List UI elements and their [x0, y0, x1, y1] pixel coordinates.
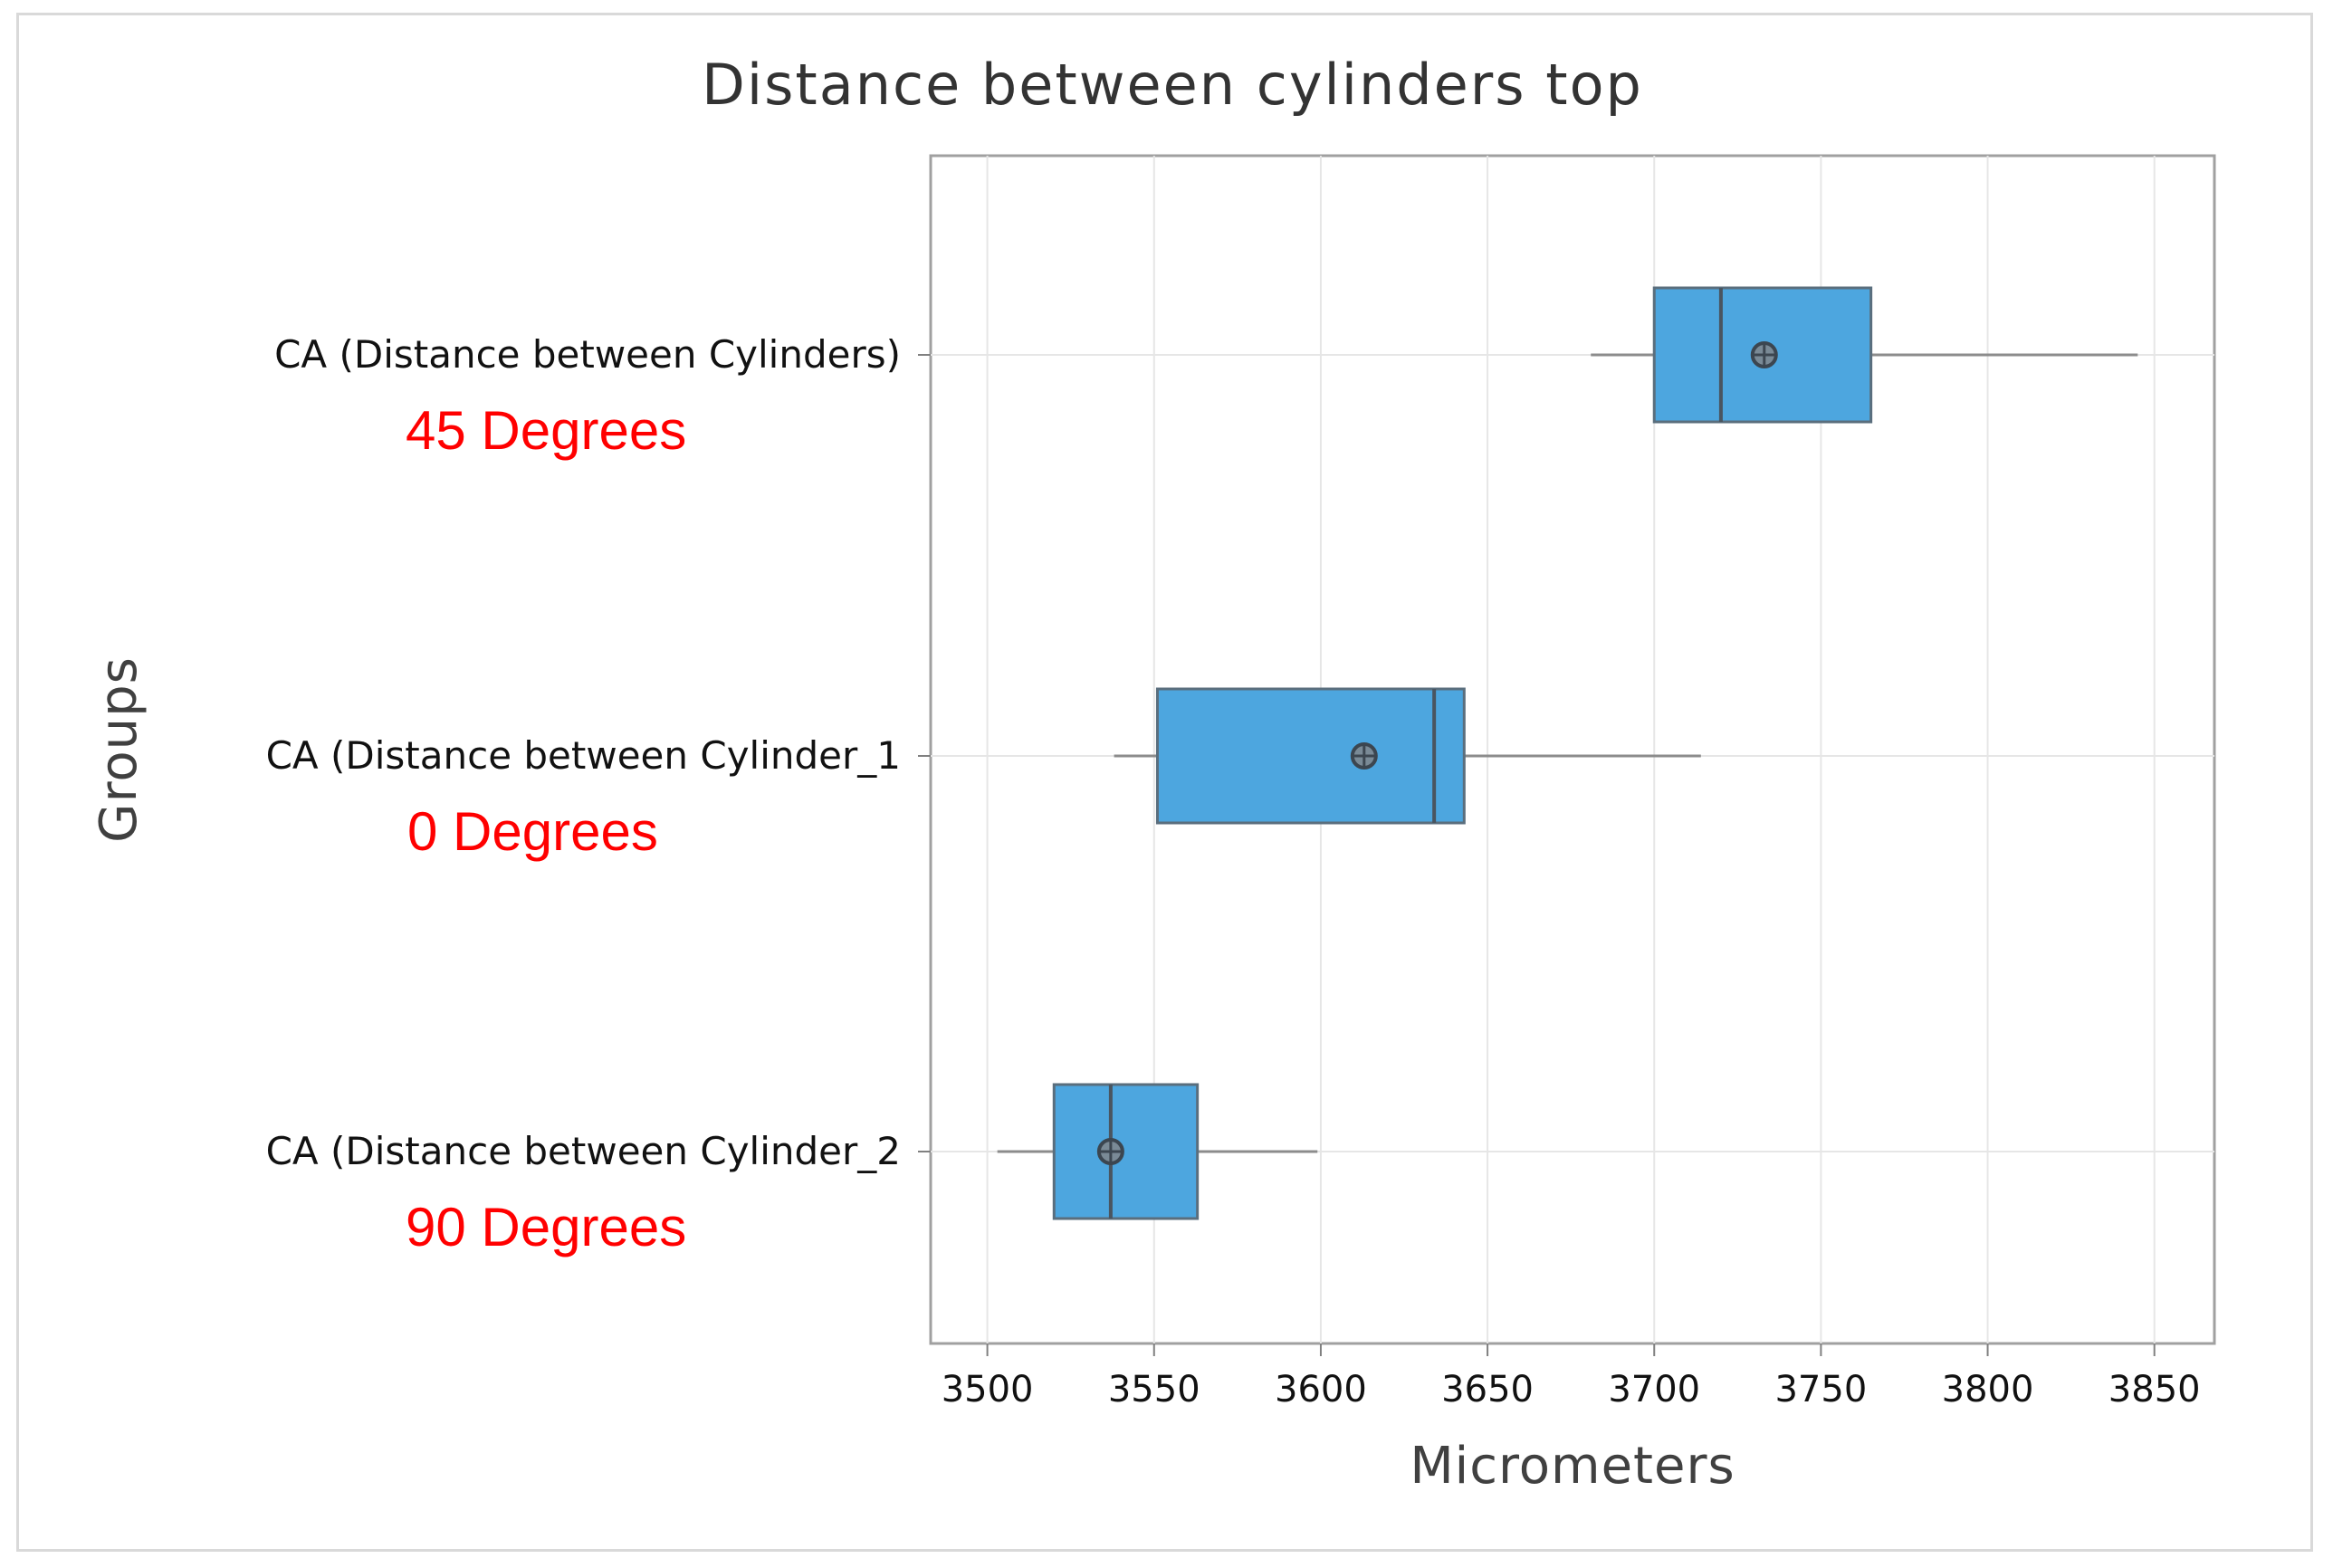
- x-tick-label: 3700: [1608, 1369, 1700, 1410]
- group-label: CA (Distance between Cylinder_1: [266, 733, 901, 778]
- boxes: [997, 286, 2138, 1220]
- group-label: CA (Distance between Cylinders): [274, 332, 901, 377]
- x-axis-title: Micrometers: [1410, 1437, 1735, 1496]
- chart-title: Distance between cylinders top: [702, 52, 1643, 118]
- box-iqr: [1155, 687, 1466, 825]
- x-tick-label: 3500: [942, 1369, 1034, 1410]
- y-axis-title: Groups: [90, 656, 148, 843]
- group-annotation: 0 Degrees: [407, 801, 658, 862]
- x-axis-ticks: 3500 3550 3600 3650 3700 3750 3800 3850: [918, 354, 2201, 1410]
- group-label: CA (Distance between Cylinder_2: [266, 1129, 901, 1173]
- group-annotation: 90 Degrees: [406, 1197, 686, 1257]
- x-tick-label: 3650: [1441, 1369, 1534, 1410]
- box-iqr: [1052, 1083, 1200, 1220]
- x-tick-label: 3600: [1275, 1369, 1367, 1410]
- x-tick-label: 3750: [1774, 1369, 1867, 1410]
- group-labels: CA (Distance between Cylinders) 45 Degree…: [266, 332, 901, 1257]
- x-tick-label: 3850: [2108, 1369, 2201, 1410]
- x-tick-label: 3800: [1942, 1369, 2034, 1410]
- group-annotation: 45 Degrees: [406, 400, 686, 461]
- x-tick-label: 3550: [1108, 1369, 1200, 1410]
